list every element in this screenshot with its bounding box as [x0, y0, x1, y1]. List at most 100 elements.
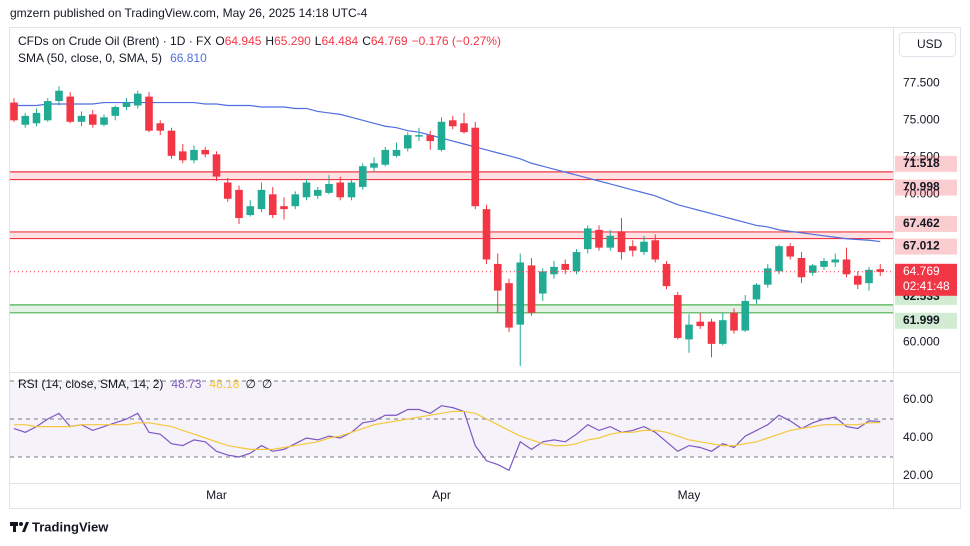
candle-body — [212, 154, 221, 177]
candle-body — [685, 324, 693, 340]
rsi-value: 48.73 — [171, 377, 201, 391]
y-tick-label: 75.000 — [903, 112, 940, 126]
candle-body — [831, 259, 840, 263]
price-badge — [895, 238, 957, 255]
price-badge-label: 71.518 — [903, 156, 940, 170]
candle-body — [280, 206, 288, 210]
rsi-title: RSI (14, close, SMA, 14, 2) — [18, 377, 163, 391]
change: −0.176 (−0.27%) — [412, 34, 501, 48]
candle-body — [460, 123, 468, 133]
candle-body — [651, 240, 660, 260]
price-badge-label: 61.999 — [903, 313, 940, 327]
candle-body — [707, 321, 716, 344]
candle-body — [752, 284, 761, 300]
y-tick-label: 72.500 — [903, 149, 940, 163]
candle-body — [122, 102, 131, 107]
candle-body — [572, 252, 581, 272]
candle-body — [55, 90, 63, 102]
candle-body — [325, 183, 333, 193]
candle-body — [156, 123, 165, 131]
y-tick-label: 60.000 — [903, 335, 940, 349]
footer-brand: TradingView — [32, 519, 109, 534]
candle-body — [10, 102, 18, 121]
candle-body — [797, 258, 806, 278]
candle-body — [100, 117, 108, 125]
currency[interactable]: USD — [917, 37, 943, 51]
candle-body — [268, 194, 277, 216]
last-price-label: 64.769 — [903, 264, 940, 278]
candle-body — [493, 263, 502, 291]
sma-value: 66.810 — [170, 51, 207, 65]
candle-body — [190, 149, 198, 161]
price-badge — [895, 215, 957, 232]
candle-body — [336, 182, 345, 198]
zone — [10, 231, 893, 239]
candle-body — [88, 114, 97, 125]
candle-body — [145, 96, 153, 131]
candle-body — [257, 189, 266, 210]
price-pane — [10, 86, 893, 367]
rsi-line — [14, 410, 881, 450]
x-tick-label: Apr — [432, 488, 451, 502]
y-tick-label: 70.000 — [903, 187, 940, 201]
x-tick-label: May — [678, 488, 701, 502]
candle-body — [538, 271, 547, 294]
rsi-tick-label: 40.00 — [903, 430, 933, 444]
candle-body — [21, 115, 30, 125]
rsi-tick-label: 20.00 — [903, 468, 933, 482]
candle-body — [842, 259, 851, 275]
candle-body — [741, 300, 750, 331]
zone — [10, 171, 893, 180]
candle-body — [820, 260, 828, 267]
currency-button[interactable] — [899, 32, 956, 57]
candle-body — [302, 182, 311, 198]
candle-body — [853, 275, 862, 285]
candle-body — [43, 101, 52, 121]
ohlc-value: 64.945 — [225, 34, 262, 48]
candle-body — [313, 189, 322, 196]
frame — [9, 27, 961, 509]
sma-line — [14, 101, 881, 243]
rsi-value: 48.18 — [209, 377, 239, 391]
candle-body — [133, 93, 142, 106]
candle-body — [730, 312, 738, 331]
candle-body — [32, 112, 41, 124]
candle-body — [291, 194, 300, 207]
candle-body — [370, 163, 378, 168]
candle-body — [66, 96, 75, 122]
countdown: 02:41:48 — [903, 279, 950, 293]
ohlc-key: H — [265, 34, 274, 48]
candle-body — [381, 149, 390, 165]
candle-body — [786, 246, 795, 257]
candle-body — [471, 127, 480, 207]
candle-body — [865, 269, 873, 284]
ohlc-key: O — [215, 34, 224, 48]
sma-title: SMA (50, close, 0, SMA, 5) — [18, 51, 162, 65]
ohlc-key: C — [362, 34, 371, 48]
ohlc-key: L — [315, 34, 322, 48]
price-badge-label: 70.998 — [903, 180, 940, 194]
x-tick-label: Mar — [206, 488, 227, 502]
zone — [10, 304, 893, 313]
candle-body — [403, 135, 412, 149]
candle-body — [640, 241, 648, 253]
sma-legend: SMA (50, close, 0, SMA, 5) 66.810 — [18, 51, 207, 65]
candle-body — [561, 263, 570, 270]
publisher: gmzern published on TradingView.com, May… — [10, 6, 368, 20]
price-badge-label: 67.462 — [903, 216, 940, 230]
rsi-tick-label: 60.00 — [903, 392, 933, 406]
price-badge — [895, 179, 957, 196]
ohlc-value: 65.290 — [274, 34, 311, 48]
price-badge — [895, 312, 957, 329]
candle-body — [583, 228, 592, 250]
price-legend: CFDs on Crude Oil (Brent) · 1D · FX O64.9… — [18, 34, 501, 48]
candle-body — [550, 266, 558, 275]
candle-body — [673, 295, 682, 338]
candle-body — [775, 246, 783, 272]
rsi-legend: RSI (14, close, SMA, 14, 2) 48.73 48.18 ∅ ∅ — [18, 377, 272, 391]
candle-body — [111, 106, 120, 116]
price-badge-label: 67.012 — [903, 239, 940, 253]
candle-body — [167, 130, 176, 156]
